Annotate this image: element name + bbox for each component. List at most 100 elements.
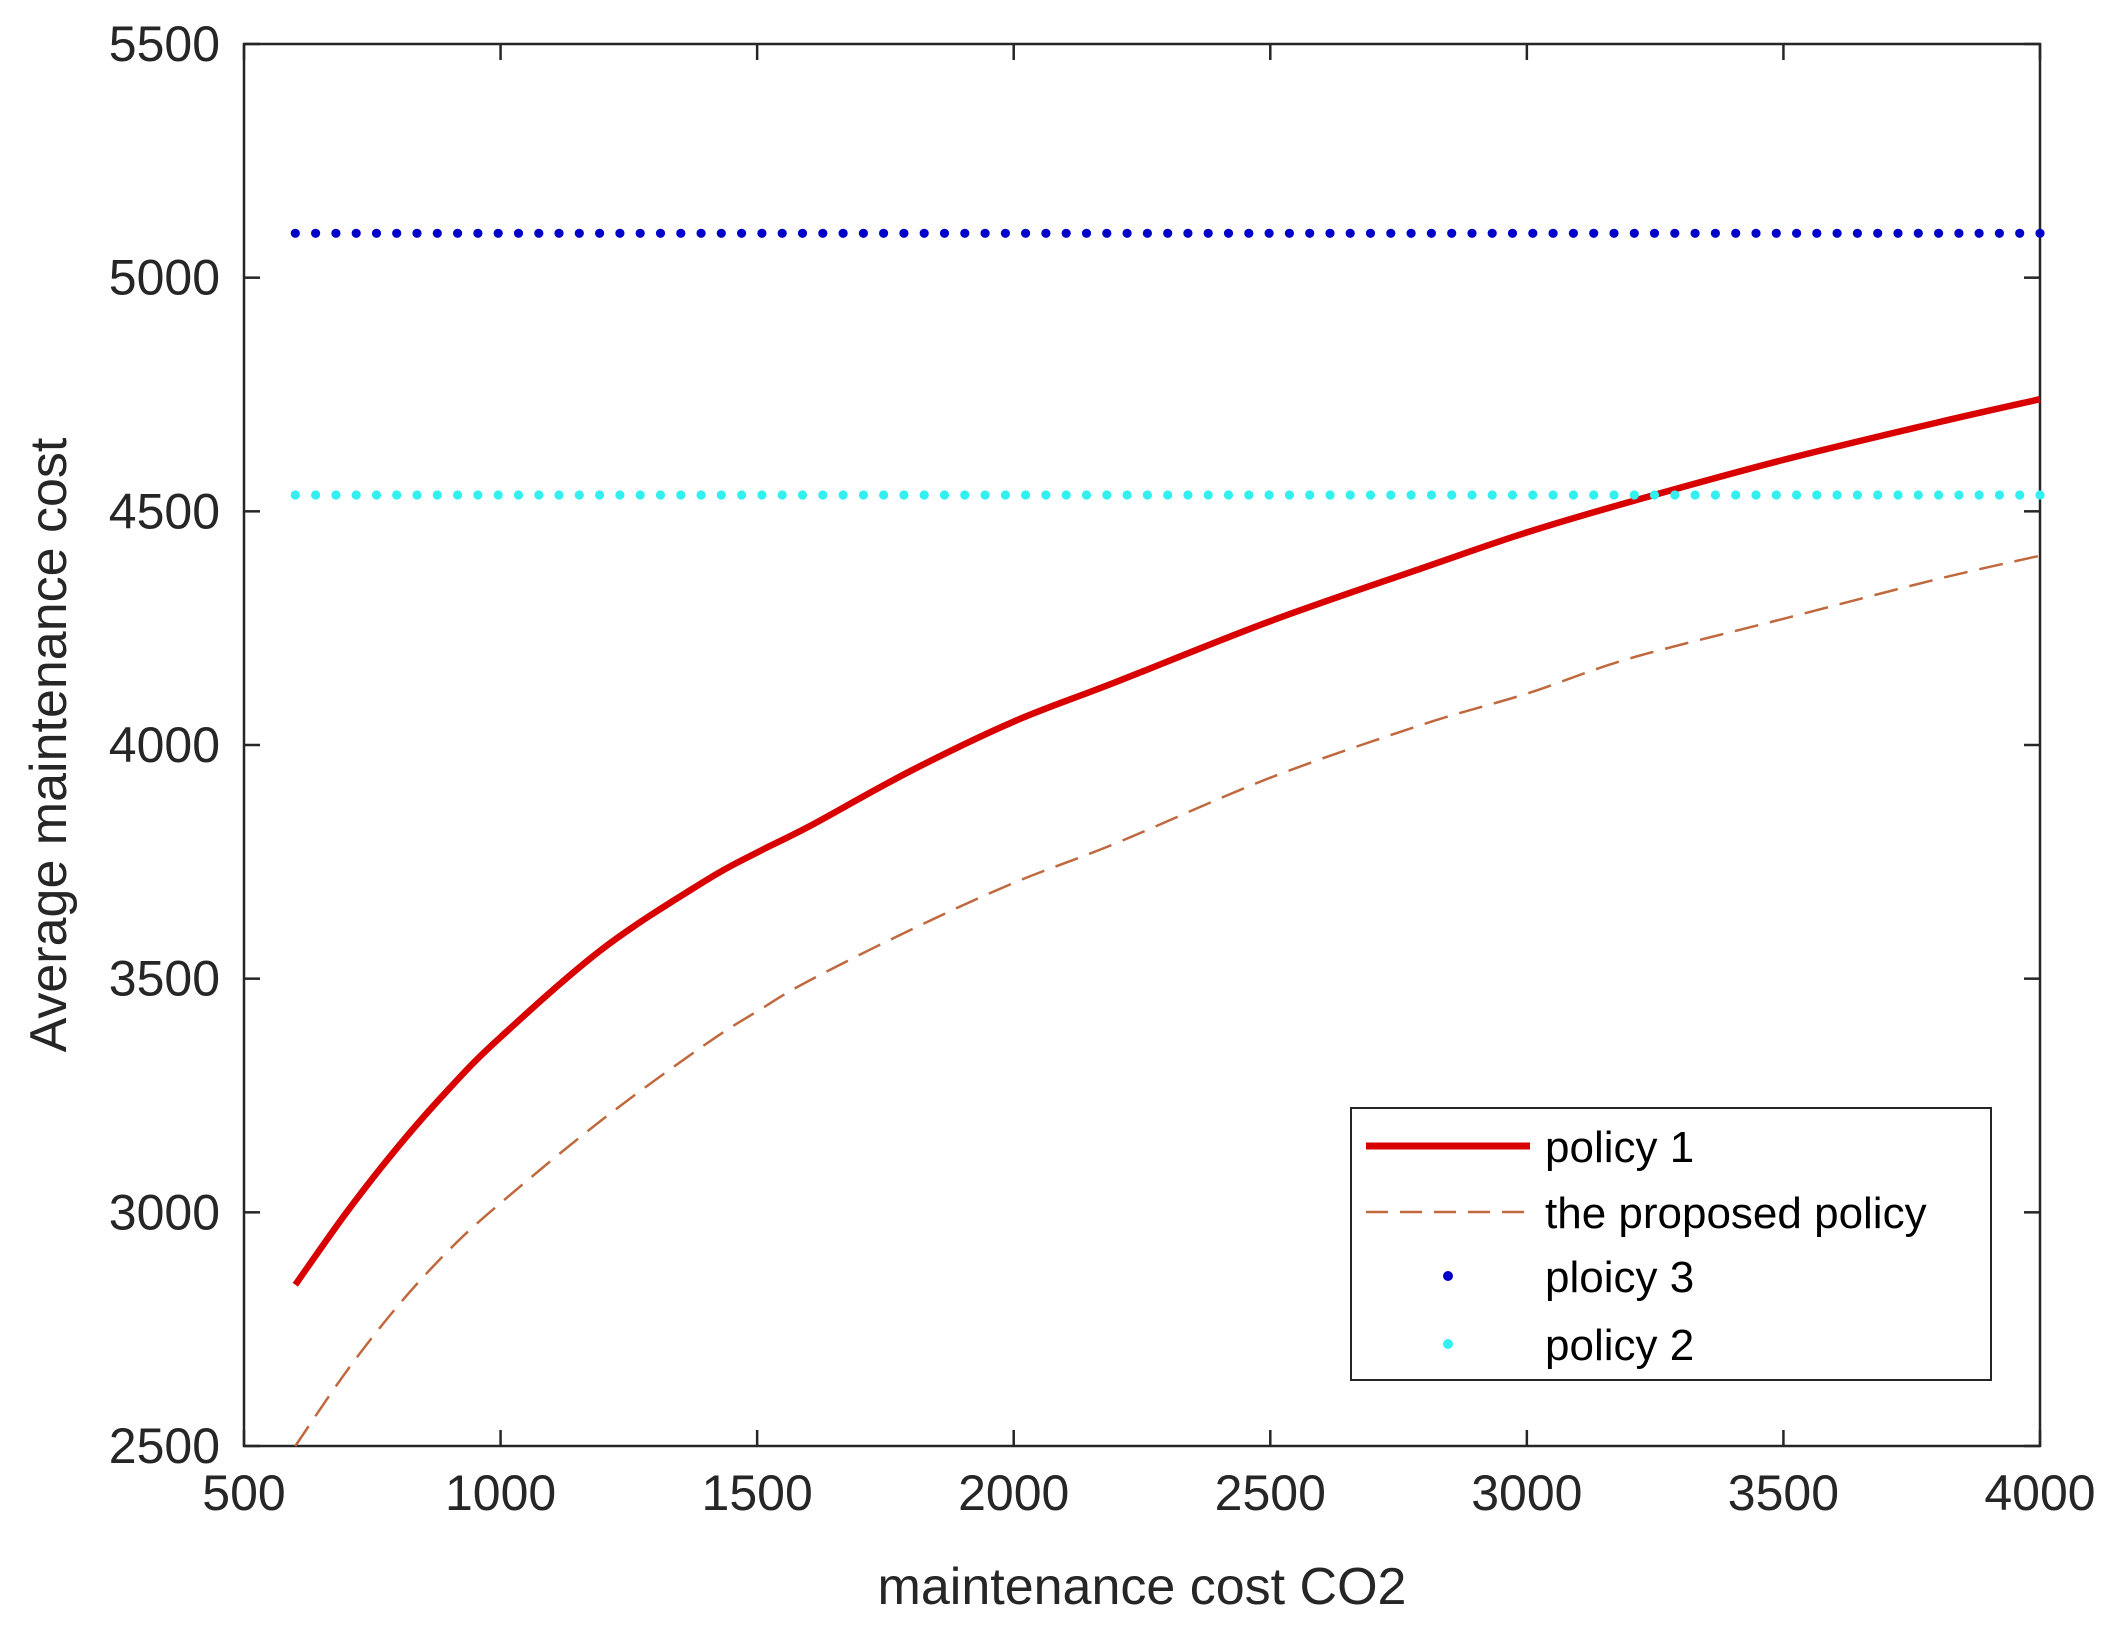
point-ploicy-3: [534, 228, 544, 238]
y-tick-label-4000: 4000: [109, 717, 220, 773]
point-ploicy-3: [1751, 228, 1761, 238]
point-ploicy-3: [858, 228, 869, 238]
point-ploicy-3: [595, 228, 605, 238]
point-ploicy-3: [1345, 228, 1355, 238]
point-ploicy-3: [1568, 228, 1578, 238]
point-policy-2: [1021, 490, 1031, 500]
point-policy-2: [1244, 490, 1254, 500]
point-policy-2: [554, 490, 564, 500]
point-policy-2: [1467, 490, 1477, 500]
series-layer: [290, 228, 2045, 1447]
point-ploicy-3: [1426, 228, 1436, 238]
point-policy-2: [595, 490, 605, 500]
point-policy-2: [1041, 490, 1051, 500]
point-policy-2: [2035, 490, 2045, 500]
point-policy-2: [1649, 490, 1660, 500]
point-ploicy-3: [1223, 228, 1234, 238]
point-ploicy-3: [1325, 228, 1335, 238]
point-policy-2: [351, 490, 361, 500]
point-policy-2: [1163, 490, 1173, 500]
point-policy-2: [574, 490, 584, 500]
point-policy-2: [676, 490, 686, 500]
point-policy-2: [1629, 490, 1639, 500]
point-ploicy-3: [1670, 228, 1680, 238]
point-ploicy-3: [757, 228, 767, 238]
x-tick-label-3000: 3000: [1471, 1465, 1582, 1521]
point-policy-2: [1426, 490, 1436, 500]
legend-box: [1350, 1107, 1992, 1381]
point-policy-2: [1852, 490, 1862, 500]
point-ploicy-3: [635, 228, 645, 238]
point-policy-2: [1670, 490, 1680, 500]
legend-marker-ploicy-3: [1443, 1271, 1453, 1281]
point-ploicy-3: [1548, 228, 1558, 238]
point-policy-2: [473, 490, 483, 500]
point-policy-2: [1345, 490, 1355, 500]
point-ploicy-3: [615, 228, 625, 238]
point-policy-2: [960, 490, 970, 500]
point-policy-2: [412, 490, 422, 500]
point-ploicy-3: [453, 228, 463, 238]
point-policy-2: [615, 490, 625, 500]
point-ploicy-3: [493, 228, 503, 238]
point-ploicy-3: [1183, 228, 1193, 238]
legend: policy 1 the proposed policy ploicy 3 po…: [1350, 1107, 1992, 1381]
point-ploicy-3: [574, 228, 584, 238]
x-tick-label-2500: 2500: [1215, 1465, 1326, 1521]
point-policy-2: [432, 490, 442, 500]
point-policy-2: [777, 490, 787, 500]
x-axis-title: maintenance cost CO2: [878, 1558, 1407, 1616]
series-policy-2: [290, 490, 2045, 500]
point-ploicy-3: [554, 228, 564, 238]
x-tick-label-4000: 4000: [1984, 1465, 2095, 1521]
point-policy-2: [1771, 490, 1781, 500]
point-ploicy-3: [392, 228, 402, 238]
point-policy-2: [757, 490, 767, 500]
point-ploicy-3: [1609, 228, 1619, 238]
point-ploicy-3: [1629, 228, 1639, 238]
point-ploicy-3: [432, 228, 442, 238]
legend-label-policy-1: policy 1: [1545, 1123, 1694, 1172]
point-ploicy-3: [899, 228, 909, 238]
point-ploicy-3: [716, 228, 726, 238]
point-policy-2: [1528, 490, 1538, 500]
point-ploicy-3: [1852, 228, 1862, 238]
point-policy-2: [392, 490, 402, 500]
point-policy-2: [1792, 490, 1802, 500]
point-policy-2: [513, 490, 524, 500]
point-ploicy-3: [939, 228, 950, 238]
point-policy-2: [371, 490, 382, 500]
point-policy-2: [1954, 490, 1964, 500]
point-ploicy-3: [1447, 228, 1457, 238]
point-policy-2: [980, 490, 990, 500]
point-ploicy-3: [1305, 228, 1315, 238]
x-tick-label-2000: 2000: [958, 1465, 1069, 1521]
point-policy-2: [797, 490, 808, 500]
y-tick-label-3500: 3500: [109, 951, 220, 1007]
point-ploicy-3: [1974, 228, 1984, 238]
point-policy-2: [1731, 490, 1741, 500]
point-policy-2: [1507, 490, 1518, 500]
point-ploicy-3: [1528, 228, 1538, 238]
point-policy-2: [453, 490, 463, 500]
point-policy-2: [838, 490, 848, 500]
point-ploicy-3: [879, 228, 889, 238]
point-policy-2: [493, 490, 503, 500]
point-policy-2: [1690, 490, 1700, 500]
legend-label-policy-2: policy 2: [1545, 1321, 1694, 1370]
point-ploicy-3: [1893, 228, 1903, 238]
point-ploicy-3: [1771, 228, 1781, 238]
point-ploicy-3: [1000, 228, 1011, 238]
point-policy-2: [818, 490, 828, 500]
point-ploicy-3: [1994, 228, 2004, 238]
point-ploicy-3: [331, 228, 341, 238]
point-ploicy-3: [1954, 228, 1964, 238]
x-tick-label-500: 500: [202, 1465, 285, 1521]
point-ploicy-3: [513, 228, 524, 238]
point-ploicy-3: [473, 228, 483, 238]
point-ploicy-3: [1021, 228, 1031, 238]
y-tick-label-5000: 5000: [109, 250, 220, 306]
point-policy-2: [1142, 490, 1152, 500]
